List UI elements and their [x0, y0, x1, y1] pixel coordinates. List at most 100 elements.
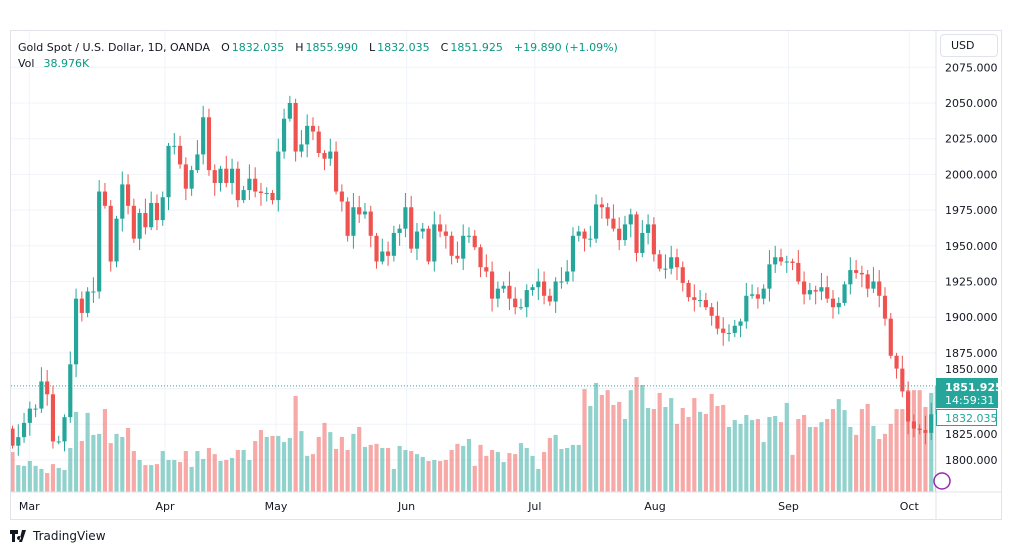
candle-body: [357, 207, 362, 215]
candle-body: [154, 202, 160, 221]
candle-body: [767, 264, 772, 289]
volume-bar: [530, 455, 535, 492]
price-tick-label: 1900.000: [945, 311, 998, 324]
volume-bar: [900, 409, 905, 492]
candle-body: [813, 290, 818, 292]
volume-bar: [663, 407, 668, 492]
volume-bar: [576, 444, 581, 492]
candle-body: [663, 268, 668, 270]
volume-bar: [62, 469, 67, 492]
candle-body: [385, 251, 391, 256]
volume-bar: [316, 436, 321, 492]
candle-body: [657, 254, 662, 269]
candle-body: [287, 103, 292, 119]
candle-body: [565, 271, 570, 282]
candle-body: [570, 235, 576, 272]
candle-body: [166, 145, 171, 198]
volume-bar: [906, 390, 911, 492]
candle-body: [761, 288, 766, 299]
volume-bar: [807, 426, 812, 492]
volume-bar: [137, 460, 142, 492]
time-tick-label: Jun: [397, 500, 415, 513]
candle-body: [449, 235, 454, 256]
volume-bar: [929, 392, 934, 492]
volume-bar: [68, 447, 73, 492]
volume-bar: [374, 443, 379, 492]
candle-body: [859, 272, 864, 275]
volume-bar: [934, 392, 936, 492]
volume-bars: [11, 377, 936, 492]
volume-bar: [281, 442, 287, 492]
candle-body: [542, 281, 547, 296]
volume-bar: [21, 465, 27, 492]
volume-bar: [461, 445, 466, 492]
volume-bar: [490, 450, 495, 492]
candle-body: [322, 152, 327, 159]
candle-body: [374, 235, 379, 262]
volume-bar: [73, 411, 79, 492]
volume-bar: [391, 468, 396, 492]
time-tick-label: Oct: [900, 500, 920, 513]
candle-body: [339, 191, 344, 202]
candle-body: [796, 262, 801, 282]
candle-body: [97, 191, 102, 292]
candle-body: [692, 297, 697, 301]
volume-bar: [657, 392, 662, 492]
candle-body: [819, 287, 824, 292]
candle-body: [582, 231, 587, 239]
candle-body: [241, 190, 246, 201]
volume-bar: [50, 464, 56, 492]
volume-bar: [241, 450, 246, 492]
candle-body: [195, 154, 200, 171]
candle-body: [426, 228, 431, 262]
branding-label: TradingView: [33, 529, 106, 543]
candle-body: [674, 257, 680, 268]
volume-bar: [426, 461, 431, 492]
volume-bar: [819, 422, 824, 492]
candle-body: [438, 224, 443, 232]
candle-body: [125, 184, 131, 206]
candle-body: [45, 381, 50, 395]
candle-body: [172, 145, 177, 147]
candle-body: [212, 170, 217, 183]
price-tick-label: 1975.000: [945, 204, 998, 217]
candle-body: [576, 231, 581, 236]
candle-body: [270, 192, 275, 201]
scroll-to-realtime-icon[interactable]: [933, 472, 951, 490]
volume-bar: [149, 465, 154, 492]
volume-bar: [802, 414, 807, 492]
candle-body: [773, 257, 778, 265]
volume-bar: [380, 447, 385, 492]
volume-bar: [518, 443, 524, 492]
candle-body: [328, 151, 333, 159]
candle-body: [836, 302, 841, 308]
symbol-title[interactable]: Gold Spot / U.S. Dollar, 1D, OANDA: [18, 41, 211, 54]
volume-bar: [438, 461, 443, 492]
candle-body: [264, 192, 269, 194]
volume-bar: [33, 465, 38, 492]
candle-body: [865, 274, 870, 289]
candle-body: [750, 294, 755, 296]
time-tick-label: Mar: [19, 500, 40, 513]
volume-bar: [501, 462, 506, 492]
open-label: O: [221, 41, 230, 54]
volume-bar: [854, 434, 859, 492]
volume-bar: [362, 446, 368, 492]
close-value: 1851.925: [450, 41, 503, 54]
candle-body: [825, 287, 830, 299]
volume-bar: [258, 430, 264, 492]
price-axis[interactable]: 2075.000 2050.000 2025.000 2000.000 1975.000…: [945, 61, 998, 467]
time-tick-label: Sep: [778, 500, 799, 513]
candle-body: [108, 205, 113, 262]
candle-body: [911, 421, 916, 429]
currency-button[interactable]: USD: [940, 34, 998, 57]
candle-body: [547, 295, 552, 302]
tradingview-logo[interactable]: TradingView: [10, 529, 106, 543]
volume-bar: [715, 405, 720, 492]
candle-body: [120, 184, 125, 219]
time-axis[interactable]: Mar Apr May Jun Jul Aug Sep Oct: [19, 500, 920, 513]
candle-body: [877, 281, 882, 296]
volume-bar: [466, 439, 472, 492]
volume-bar: [513, 454, 518, 492]
